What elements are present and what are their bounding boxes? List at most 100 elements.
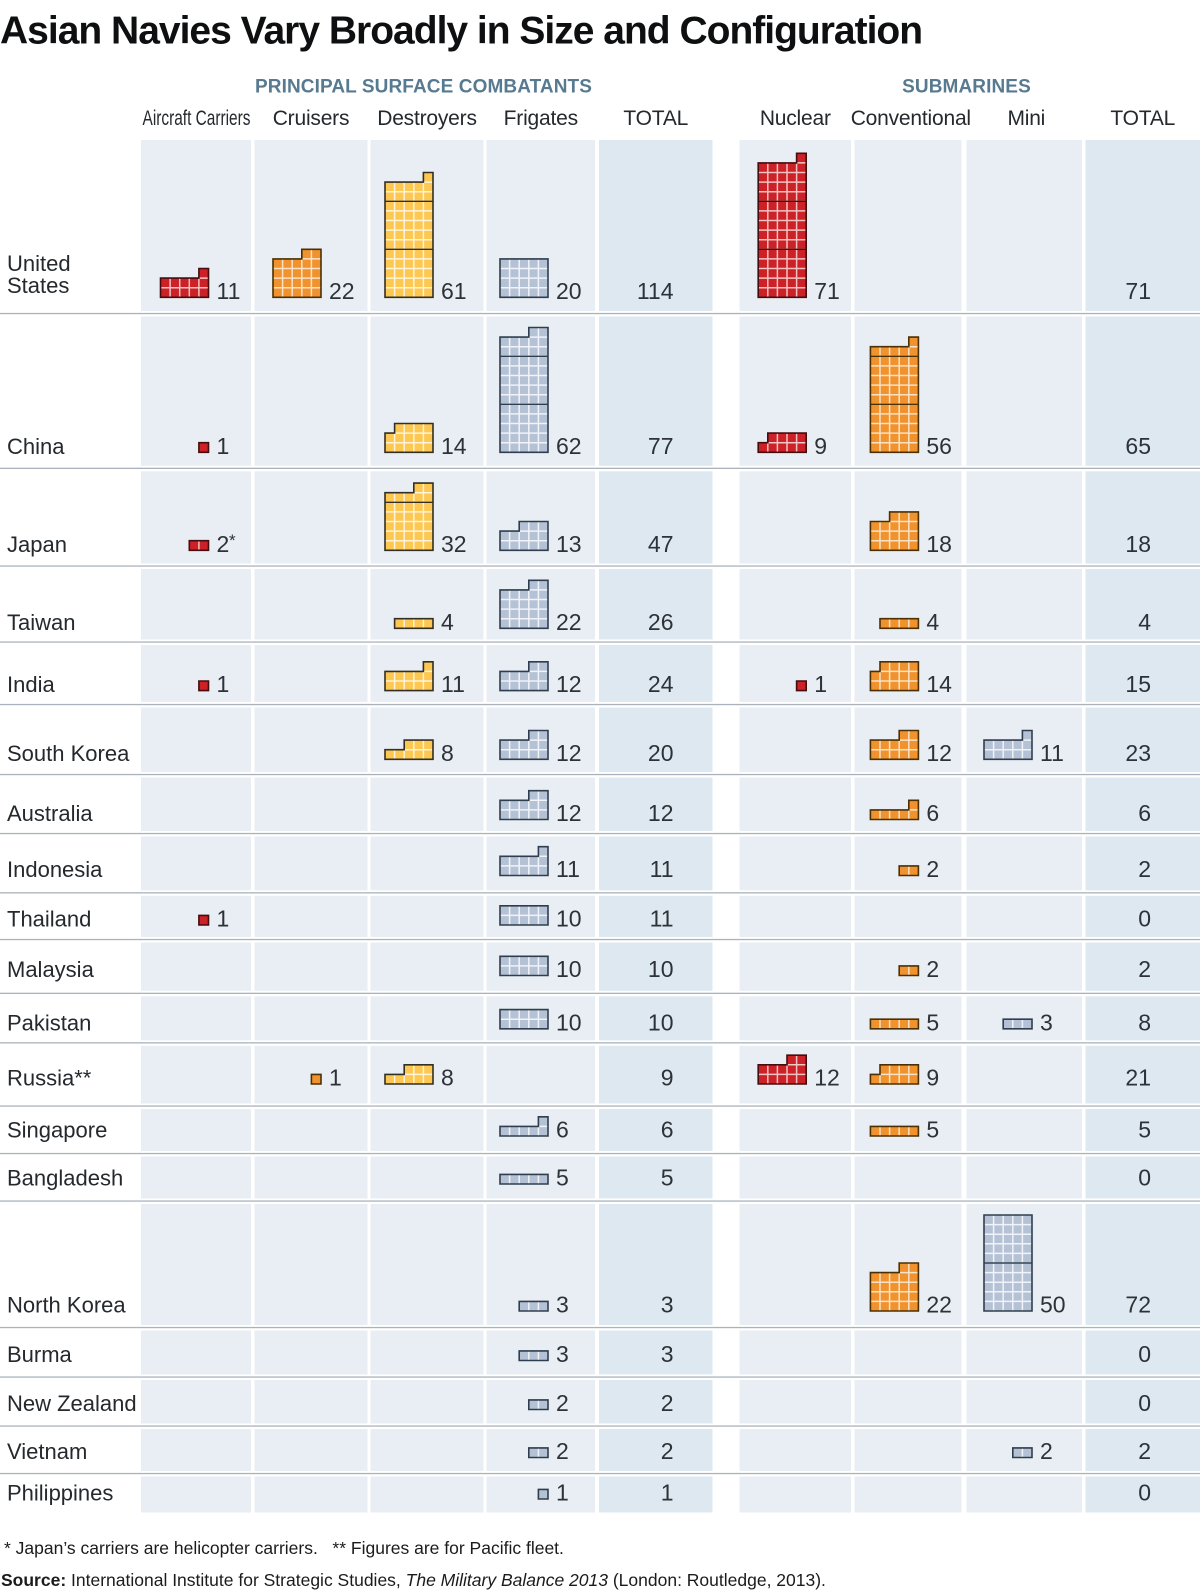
svg-text:5: 5 (1138, 1117, 1151, 1143)
svg-text:Japan: Japan (7, 532, 67, 557)
svg-text:71: 71 (814, 278, 840, 304)
svg-text:Taiwan: Taiwan (7, 610, 75, 635)
svg-text:1: 1 (329, 1065, 342, 1091)
svg-text:3: 3 (556, 1341, 569, 1367)
svg-text:5: 5 (926, 1009, 939, 1035)
svg-text:2: 2 (1138, 1438, 1151, 1464)
svg-text:1: 1 (217, 906, 230, 932)
svg-text:0: 0 (1138, 1480, 1151, 1506)
svg-text:Asian Navies Vary Broadly in S: Asian Navies Vary Broadly in Size and Co… (0, 10, 922, 53)
svg-text:9: 9 (926, 1065, 939, 1091)
svg-text:Mini: Mini (1007, 107, 1045, 130)
svg-text:Source: International Institut: Source: International Institute for Stra… (1, 1570, 826, 1590)
svg-text:Vietnam: Vietnam (7, 1439, 87, 1464)
svg-text:8: 8 (441, 1065, 454, 1091)
svg-text:6: 6 (1138, 800, 1151, 826)
svg-text:11: 11 (441, 671, 465, 697)
svg-text:TOTAL: TOTAL (623, 107, 688, 130)
svg-text:TOTAL: TOTAL (1110, 107, 1175, 130)
svg-text:47: 47 (648, 531, 674, 557)
svg-text:South Korea: South Korea (7, 741, 130, 766)
svg-text:10: 10 (648, 1009, 674, 1035)
svg-text:Pakistan: Pakistan (7, 1010, 91, 1035)
svg-text:1: 1 (661, 1480, 674, 1506)
svg-text:5: 5 (926, 1117, 939, 1143)
svg-text:2: 2 (1138, 956, 1151, 982)
svg-text:2: 2 (926, 956, 939, 982)
svg-text:22: 22 (556, 609, 582, 635)
svg-text:0: 0 (1138, 1390, 1151, 1416)
svg-text:12: 12 (926, 740, 952, 766)
svg-text:4: 4 (926, 609, 939, 635)
svg-text:Conventional: Conventional (851, 107, 971, 130)
svg-text:20: 20 (648, 740, 674, 766)
svg-text:6: 6 (926, 800, 939, 826)
svg-text:18: 18 (1125, 531, 1151, 557)
svg-text:Malaysia: Malaysia (7, 957, 95, 982)
svg-text:*: * (229, 531, 236, 550)
svg-text:Thailand: Thailand (7, 907, 91, 932)
svg-text:56: 56 (926, 433, 952, 459)
svg-text:Philippines: Philippines (7, 1481, 113, 1506)
svg-text:1: 1 (217, 433, 230, 459)
svg-text:114: 114 (637, 278, 674, 304)
svg-text:4: 4 (441, 609, 454, 635)
svg-text:0: 0 (1138, 906, 1151, 932)
svg-text:2: 2 (217, 531, 230, 557)
svg-text:PRINCIPAL SURFACE COMBATANTS: PRINCIPAL SURFACE COMBATANTS (255, 77, 592, 98)
svg-text:50: 50 (1040, 1292, 1066, 1318)
svg-text:8: 8 (1138, 1009, 1151, 1035)
svg-text:United: United (7, 251, 71, 276)
svg-text:Bangladesh: Bangladesh (7, 1166, 123, 1191)
svg-text:2: 2 (556, 1438, 569, 1464)
svg-text:9: 9 (814, 433, 827, 459)
svg-text:Destroyers: Destroyers (377, 107, 477, 130)
svg-text:8: 8 (441, 740, 454, 766)
svg-text:22: 22 (329, 278, 355, 304)
svg-text:0: 0 (1138, 1165, 1151, 1191)
svg-text:5: 5 (556, 1165, 569, 1191)
svg-text:26: 26 (648, 609, 674, 635)
svg-text:72: 72 (1125, 1292, 1151, 1318)
svg-text:North Korea: North Korea (7, 1293, 126, 1318)
svg-text:4: 4 (1138, 609, 1151, 635)
svg-text:2: 2 (1138, 856, 1151, 882)
svg-text:24: 24 (648, 671, 674, 697)
svg-text:India: India (7, 672, 55, 697)
svg-text:14: 14 (441, 433, 467, 459)
svg-text:Frigates: Frigates (504, 107, 578, 130)
svg-text:13: 13 (556, 531, 582, 557)
svg-text:New Zealand: New Zealand (7, 1391, 137, 1416)
svg-text:10: 10 (556, 1009, 582, 1035)
svg-text:32: 32 (441, 531, 467, 557)
svg-text:12: 12 (556, 671, 582, 697)
svg-text:2: 2 (1040, 1438, 1053, 1464)
svg-text:14: 14 (926, 671, 952, 697)
svg-text:1: 1 (217, 671, 230, 697)
svg-text:22: 22 (926, 1292, 952, 1318)
svg-text:61: 61 (441, 278, 467, 304)
svg-text:12: 12 (556, 800, 582, 826)
svg-text:Cruisers: Cruisers (273, 107, 350, 130)
svg-text:1: 1 (556, 1480, 569, 1506)
svg-text:China: China (7, 434, 65, 459)
svg-text:11: 11 (650, 906, 674, 932)
svg-text:11: 11 (217, 278, 241, 304)
svg-text:3: 3 (661, 1292, 674, 1318)
svg-text:77: 77 (648, 433, 674, 459)
svg-text:62: 62 (556, 433, 582, 459)
svg-text:SUBMARINES: SUBMARINES (902, 77, 1031, 98)
svg-text:20: 20 (556, 278, 582, 304)
svg-text:10: 10 (556, 956, 582, 982)
svg-text:23: 23 (1125, 740, 1151, 766)
svg-text:Russia**: Russia** (7, 1066, 92, 1091)
svg-text:6: 6 (556, 1117, 569, 1143)
svg-text:12: 12 (556, 740, 582, 766)
svg-text:65: 65 (1125, 433, 1151, 459)
svg-text:10: 10 (648, 956, 674, 982)
svg-text:9: 9 (661, 1065, 674, 1091)
svg-text:6: 6 (661, 1117, 674, 1143)
svg-text:1: 1 (814, 671, 827, 697)
svg-text:12: 12 (814, 1065, 840, 1091)
svg-text:2: 2 (556, 1390, 569, 1416)
